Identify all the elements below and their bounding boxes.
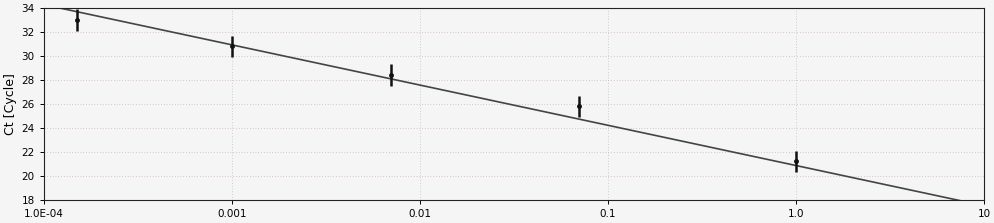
Y-axis label: Ct [Cycle]: Ct [Cycle] [4,73,17,135]
